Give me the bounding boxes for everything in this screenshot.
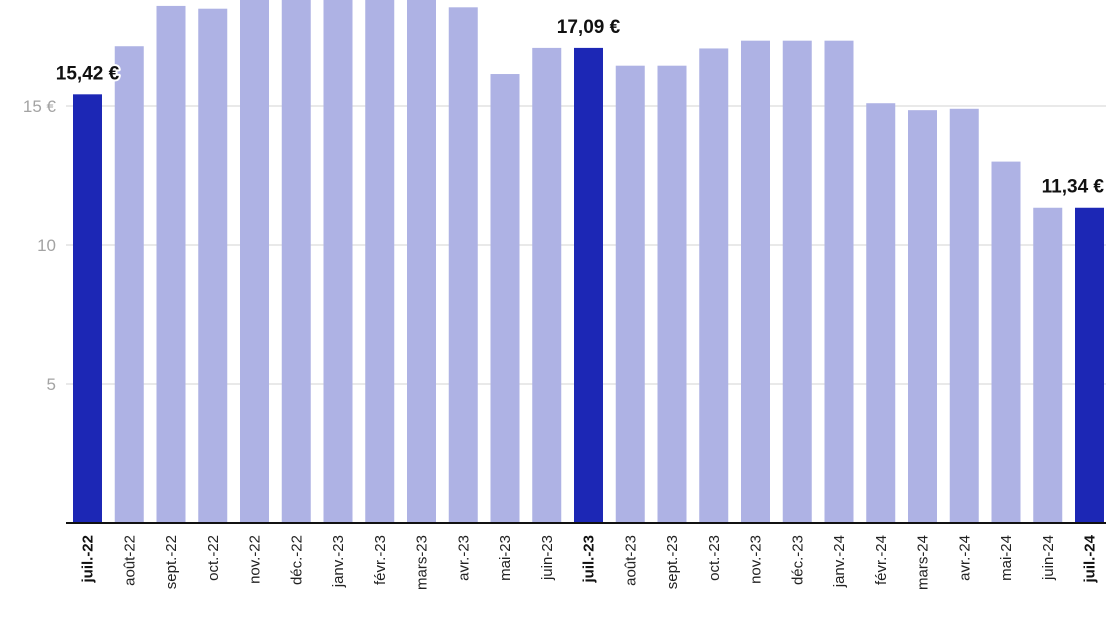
x-tick-label: mai-23	[497, 535, 514, 581]
bar	[866, 103, 896, 523]
bar-highlighted	[574, 47, 603, 523]
bar	[532, 47, 562, 523]
x-tick-label: mars-23	[414, 535, 431, 590]
bar	[824, 40, 854, 524]
bar	[699, 48, 729, 523]
x-tick-label: janv.-23	[330, 535, 347, 588]
x-tick-label: oct.-22	[205, 535, 222, 581]
bar-highlighted	[73, 94, 102, 523]
axis-layer: 5 10 15 € juil.-22 août-22 sept.-22 oct.-22 nov…	[23, 97, 1106, 590]
x-tick-label: sept.-23	[664, 535, 681, 589]
x-tick-label: févr.-23	[372, 535, 389, 585]
x-tick-label: févr.-24	[873, 535, 890, 585]
x-tick-label: janv.-24	[831, 535, 848, 588]
bar	[198, 8, 228, 523]
x-tick-label: mai-24	[998, 535, 1015, 581]
y-tick-label: 15 €	[23, 97, 57, 116]
x-tick-label: nov.-22	[247, 535, 264, 584]
x-tick-label: mars-24	[915, 535, 932, 590]
bar	[407, 0, 436, 523]
bar	[156, 5, 186, 524]
data-label: 11,34 €	[1042, 177, 1105, 198]
x-tick-label: oct.-23	[706, 535, 723, 581]
bar	[323, 0, 353, 523]
data-label: 15,42 €	[56, 63, 120, 84]
x-tick-label: juin-23	[539, 535, 556, 581]
x-tick-label: sept.-22	[163, 535, 180, 589]
x-tick-label: déc.-22	[288, 535, 305, 585]
bar	[1033, 207, 1063, 524]
x-tick-label: juil.-24	[1082, 534, 1099, 583]
x-tick-label: août-23	[622, 535, 639, 586]
bar	[908, 110, 937, 524]
x-tick-label: août-22	[121, 535, 138, 586]
x-tick-label: juil.-23	[581, 535, 598, 584]
bar	[365, 0, 395, 523]
data-label: 17,09 €	[557, 17, 621, 38]
bar	[448, 7, 478, 524]
x-tick-label: juil.-22	[80, 535, 97, 584]
x-tick-label: avr.-23	[455, 535, 472, 581]
y-tick-label: 5	[47, 375, 56, 394]
x-tick-label: déc.-23	[789, 535, 806, 585]
x-tick-label: juin-24	[1040, 535, 1057, 581]
bar	[281, 0, 311, 523]
bar	[949, 108, 979, 523]
x-tick-label: nov.-23	[748, 535, 765, 584]
bar-highlighted	[1075, 207, 1104, 524]
x-tick-label: avr.-24	[956, 535, 973, 581]
bars-layer	[73, 0, 1104, 524]
bar	[114, 46, 144, 523]
bar	[741, 40, 770, 524]
bar	[615, 65, 645, 523]
bar	[782, 40, 812, 524]
bar	[490, 74, 520, 523]
labels-layer: 15,42 € 17,09 € 11,34 €	[54, 15, 1107, 200]
bar	[991, 161, 1021, 523]
y-tick-label: 10	[37, 236, 56, 255]
bar	[657, 65, 687, 523]
bar	[240, 0, 269, 523]
